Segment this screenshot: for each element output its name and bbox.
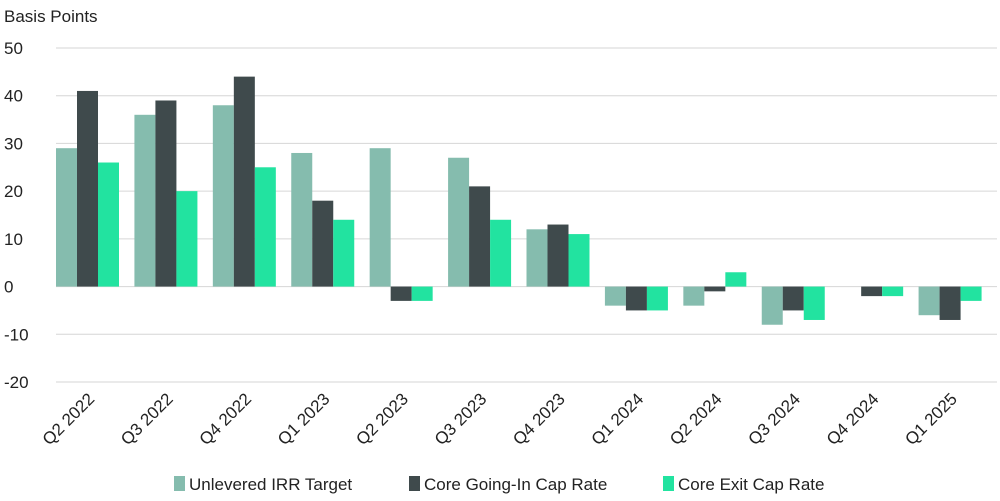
bar-core-exit-cap-rate-q4-2022 — [254, 167, 276, 287]
bar-unlevered-irr-target-q1-2025 — [918, 286, 940, 316]
x-tick-label: Q2 2023 — [352, 389, 412, 449]
x-tick-label: Q3 2024 — [745, 389, 805, 449]
x-tick-label: Q2 2022 — [39, 389, 99, 449]
x-tick-label: Q2 2024 — [666, 389, 726, 449]
bar-core-going-in-cap-rate-q4-2023 — [547, 224, 569, 287]
bar-unlevered-irr-target-q2-2022 — [56, 148, 77, 287]
bar-unlevered-irr-target-q3-2023 — [448, 157, 470, 287]
bar-unlevered-irr-target-q2-2024 — [683, 286, 705, 306]
bar-core-going-in-cap-rate-q3-2024 — [782, 286, 804, 311]
bar-core-exit-cap-rate-q1-2025 — [960, 286, 982, 301]
bar-core-going-in-cap-rate-q1-2024 — [625, 286, 647, 311]
bar-core-exit-cap-rate-q1-2024 — [646, 286, 668, 311]
bar-core-going-in-cap-rate-q4-2024 — [861, 286, 883, 297]
x-tick-label: Q1 2025 — [901, 389, 961, 449]
bar-unlevered-irr-target-q1-2023 — [291, 152, 313, 287]
legend-swatch — [409, 476, 420, 491]
legend-swatch — [663, 476, 674, 491]
legend-label: Core Going-In Cap Rate — [424, 475, 607, 494]
bar-core-going-in-cap-rate-q1-2025 — [939, 286, 961, 320]
bars — [56, 76, 982, 325]
bar-core-going-in-cap-rate-q3-2023 — [469, 186, 491, 287]
bar-core-exit-cap-rate-q2-2024 — [725, 272, 747, 287]
bar-core-going-in-cap-rate-q2-2023 — [390, 286, 412, 301]
bar-core-exit-cap-rate-q4-2023 — [568, 234, 590, 287]
bar-core-exit-cap-rate-q2-2023 — [411, 286, 433, 301]
bar-unlevered-irr-target-q4-2022 — [212, 105, 234, 287]
bar-core-exit-cap-rate-q3-2022 — [176, 191, 198, 287]
x-tick-label: Q3 2023 — [431, 389, 491, 449]
bar-unlevered-irr-target-q4-2023 — [526, 229, 548, 287]
bar-core-exit-cap-rate-q3-2024 — [803, 286, 825, 320]
y-tick-label: 20 — [4, 182, 23, 201]
x-tick-label: Q4 2023 — [509, 389, 569, 449]
y-tick-label: -20 — [4, 373, 29, 392]
y-tick-label: 40 — [4, 87, 23, 106]
bar-unlevered-irr-target-q3-2022 — [134, 114, 156, 287]
y-tick-label: 10 — [4, 230, 23, 249]
y-axis-ticks: 50 40 30 20 10 0 -10 -20 — [4, 39, 29, 392]
legend-swatch — [174, 476, 185, 491]
bar-core-exit-cap-rate-q2-2022 — [98, 162, 119, 287]
x-tick-label: Q1 2024 — [588, 389, 648, 449]
legend-label: Unlevered IRR Target — [189, 475, 352, 494]
bar-core-exit-cap-rate-q1-2023 — [333, 219, 355, 287]
y-tick-label: 0 — [4, 278, 13, 297]
y-tick-label: 50 — [4, 39, 23, 58]
bar-core-exit-cap-rate-q3-2023 — [490, 219, 512, 287]
bar-unlevered-irr-target-q2-2023 — [369, 148, 391, 287]
legend: Unlevered IRR Target Core Going-In Cap Ra… — [174, 475, 824, 494]
x-tick-label: Q4 2024 — [823, 389, 883, 449]
bar-core-going-in-cap-rate-q3-2022 — [155, 100, 177, 287]
legend-label: Core Exit Cap Rate — [678, 475, 824, 494]
y-axis-label: Basis Points — [4, 7, 98, 26]
x-tick-label: Q3 2022 — [117, 389, 177, 449]
y-tick-label: -10 — [4, 325, 29, 344]
y-tick-label: 30 — [4, 134, 23, 153]
bar-core-going-in-cap-rate-q4-2022 — [233, 76, 255, 287]
bar-core-exit-cap-rate-q4-2024 — [882, 286, 904, 297]
x-axis-ticks: Q2 2022 Q3 2022 Q4 2022 Q1 2023 Q2 2023 Q3 20… — [39, 389, 961, 449]
x-tick-label: Q1 2023 — [274, 389, 334, 449]
x-tick-label: Q4 2022 — [196, 389, 256, 449]
bar-core-going-in-cap-rate-q2-2022 — [77, 90, 98, 287]
bar-unlevered-irr-target-q3-2024 — [761, 286, 783, 325]
bar-core-going-in-cap-rate-q1-2023 — [312, 200, 334, 287]
bar-core-going-in-cap-rate-q2-2024 — [704, 286, 726, 292]
bar-unlevered-irr-target-q1-2024 — [604, 286, 626, 306]
